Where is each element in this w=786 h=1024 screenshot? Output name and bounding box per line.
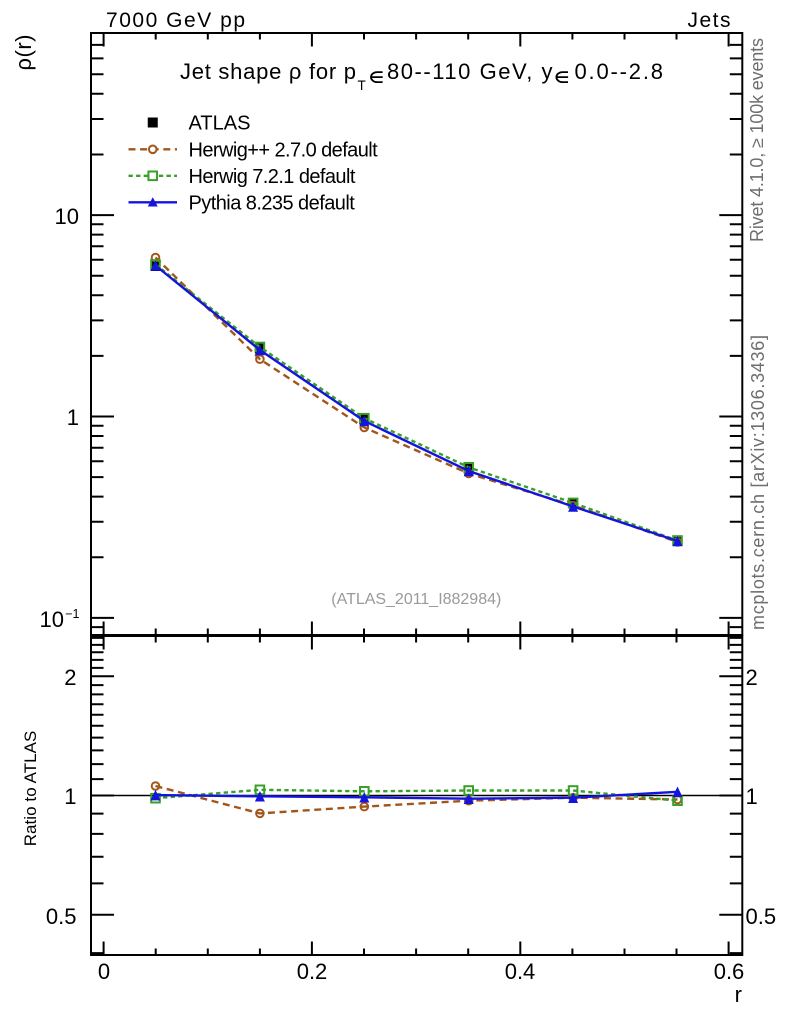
svg-text:r: r — [735, 982, 742, 1007]
svg-text:0.2: 0.2 — [297, 959, 328, 984]
svg-text:0: 0 — [98, 959, 110, 984]
svg-text:1: 1 — [746, 784, 758, 809]
svg-text:80--110 GeV, y: 80--110 GeV, y — [387, 59, 553, 84]
svg-text:Herwig 7.2.1 default: Herwig 7.2.1 default — [189, 166, 356, 188]
svg-text:Herwig++ 2.7.0 default: Herwig++ 2.7.0 default — [189, 139, 379, 161]
svg-text:0.5: 0.5 — [746, 904, 777, 929]
svg-text:1: 1 — [64, 784, 76, 809]
svg-text:−1: −1 — [65, 607, 79, 621]
svg-text:(ATLAS_2011_I882984): (ATLAS_2011_I882984) — [331, 591, 501, 608]
svg-text:Pythia 8.235 default: Pythia 8.235 default — [189, 192, 356, 214]
svg-text:Jets: Jets — [688, 9, 731, 32]
svg-text:0.5: 0.5 — [46, 904, 77, 929]
svg-text:7000 GeV pp: 7000 GeV pp — [106, 9, 245, 32]
svg-text:mcplots.cern.ch [arXiv:1306.34: mcplots.cern.ch [arXiv:1306.3436] — [748, 335, 768, 630]
svg-text:ATLAS: ATLAS — [189, 113, 251, 135]
svg-text:0.0--2.8: 0.0--2.8 — [575, 59, 664, 84]
svg-text:10: 10 — [55, 204, 79, 229]
svg-text:0.6: 0.6 — [714, 959, 745, 984]
svg-text:0.4: 0.4 — [505, 959, 536, 984]
svg-text:T: T — [358, 78, 366, 93]
svg-text:2: 2 — [746, 665, 758, 690]
svg-text:Rivet 4.1.0, ≥ 100k events: Rivet 4.1.0, ≥ 100k events — [747, 38, 767, 242]
svg-text:Jet shape ρ for p: Jet shape ρ for p — [180, 59, 356, 84]
svg-text:1: 1 — [67, 405, 79, 430]
svg-text:ρ(r): ρ(r) — [11, 35, 36, 71]
svg-text:2: 2 — [64, 665, 76, 690]
svg-text:10: 10 — [40, 607, 64, 632]
svg-text:Ratio to ATLAS: Ratio to ATLAS — [21, 731, 40, 847]
